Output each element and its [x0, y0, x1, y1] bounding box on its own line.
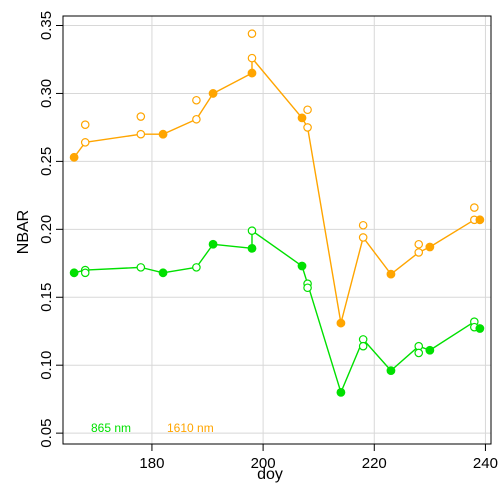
series-865-filled-point-6: [386, 366, 396, 376]
x-tick-label-0: 180: [139, 455, 164, 472]
series-865-filled-point-8: [475, 324, 485, 333]
series-1610-open-point-6: [247, 53, 257, 63]
series-865-filled-point-2: [208, 239, 218, 249]
series-1610-filled-point-6: [386, 269, 396, 279]
legend-1610-nm: 1610 nm: [167, 421, 214, 435]
series-865-filled-point-1: [158, 268, 168, 278]
series-865-filled-point-5: [336, 387, 346, 397]
series-865-open-point-10: [414, 348, 424, 358]
x-axis-label: doy: [257, 466, 283, 483]
grid-layer: [63, 16, 491, 444]
series-865-open-point-3: [192, 263, 201, 272]
series-1610-open-point-3: [136, 112, 146, 121]
series-1610-open-point-14: [470, 203, 479, 212]
series-1610-open-point-8: [303, 123, 312, 132]
series-1610-filled-point-5: [336, 318, 346, 328]
series-1610-open-point-4: [192, 114, 201, 124]
series-865-open-point-1: [80, 268, 90, 278]
series-1610-filled-point-4: [297, 113, 307, 123]
y-tick-label-0: 0.05: [38, 419, 55, 448]
series-1610-filled-point-8: [475, 215, 485, 225]
series-1610-open-point-13: [414, 239, 424, 249]
series-1610-open-point-12: [414, 248, 424, 257]
series-1610-open-point-2: [136, 129, 146, 139]
y-tick-label-4: 0.25: [38, 147, 55, 176]
series-865-filled-point-0: [69, 268, 79, 278]
y-axis-label: NBAR: [15, 210, 32, 254]
x-tick-label-1: 200: [251, 455, 276, 472]
series-1610-open-point-5: [192, 95, 201, 105]
legend-865-nm: 865 nm: [91, 421, 131, 435]
y-tick-label-2: 0.15: [38, 283, 55, 312]
series-1610-filled-point-2: [208, 89, 218, 98]
series-1610-open-point-1: [80, 120, 90, 129]
axes-layer: 180 200 220 240 0.05 0.10 0.15 0.20 0.25 0.30 0.35: [38, 11, 498, 472]
series-865-filled-point-4: [297, 261, 307, 271]
series-1610-open-point-11: [358, 220, 368, 230]
series-865-open-point-2: [136, 263, 146, 272]
series-1610-open-point-0: [80, 138, 90, 147]
series-865-open-point-4: [247, 226, 257, 235]
y-tick-label-3: 0.20: [38, 215, 55, 244]
legend: 865 nm 1610 nm: [91, 421, 214, 435]
series-865-open-point-8: [358, 341, 368, 351]
series-1610-line: [73, 57, 481, 324]
series-1610-filled-point-7: [425, 242, 435, 252]
y-tick-label-1: 0.10: [38, 351, 55, 380]
x-tick-label-3: 240: [473, 455, 498, 472]
series-1610-open-point-10: [358, 233, 368, 242]
series-1610-open-point-9: [303, 105, 312, 115]
series-865-filled-point-7: [425, 345, 435, 355]
series-1610-filled-point-0: [69, 152, 79, 162]
y-tick-label-5: 0.30: [38, 79, 55, 108]
series-865-open-point-6: [303, 283, 312, 293]
series-layer: [69, 29, 485, 397]
series-865-group: [69, 226, 485, 397]
series-1610-group: [69, 29, 485, 328]
plot-frame: [62, 15, 492, 445]
x-tick-label-2: 220: [362, 455, 387, 472]
y-tick-label-6: 0.35: [38, 11, 55, 40]
series-865-filled-point-3: [247, 243, 257, 253]
series-1610-filled-point-1: [158, 129, 168, 139]
series-1610-filled-point-3: [247, 68, 257, 78]
series-1610-open-point-7: [247, 29, 257, 38]
